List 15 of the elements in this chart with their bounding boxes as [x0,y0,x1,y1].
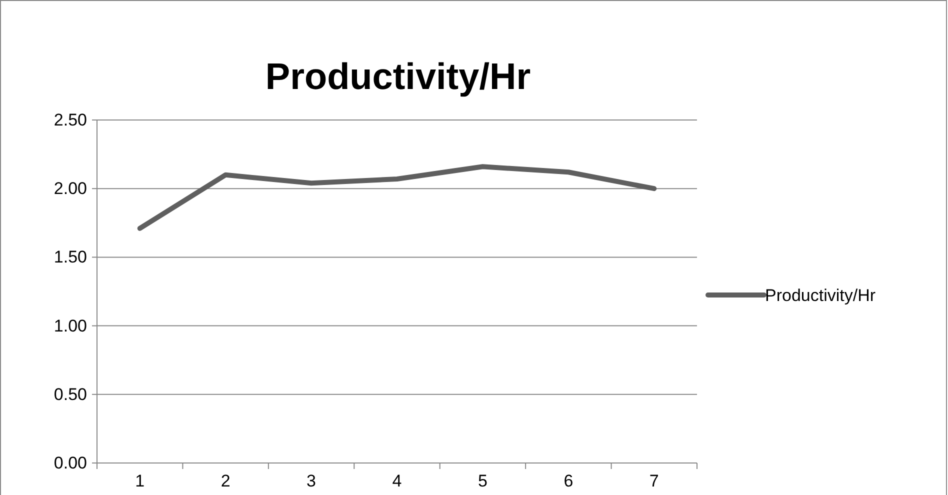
x-tick-label: 2 [220,471,230,490]
x-tick-label: 1 [135,471,145,490]
x-tick-label: 6 [564,471,574,490]
x-tick-label: 5 [478,471,488,490]
y-tick-label: 1.50 [54,248,87,267]
y-tick-label: 0.00 [54,453,87,472]
chart-title: Productivity/Hr [265,56,531,97]
y-tick-label: 2.50 [54,110,87,130]
x-tick-label: 7 [649,471,659,490]
legend-label: Productivity/Hr [765,286,876,305]
y-tick-label: 1.00 [54,316,87,336]
y-tick-label: 0.50 [54,384,87,404]
x-tick-label: 4 [392,471,402,490]
y-tick-label: 2.00 [54,179,87,198]
x-tick-label: 3 [306,471,316,490]
